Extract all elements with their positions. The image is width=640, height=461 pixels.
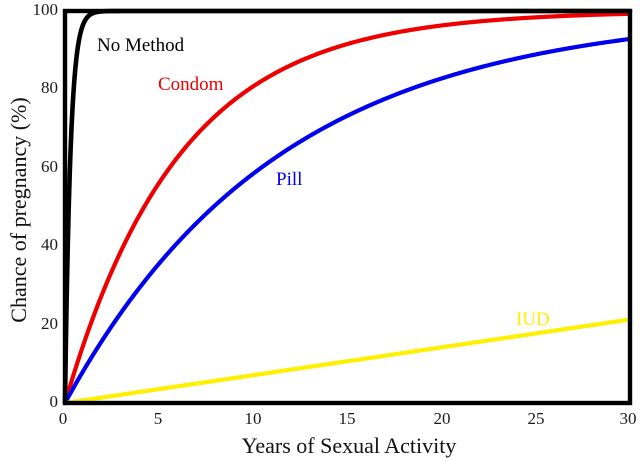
curve-label-no-method: No Method [97,35,185,56]
curve-pill [62,36,633,406]
x-tick-label: 15 [338,409,356,428]
y-tick-label: 40 [41,235,58,254]
y-tick-label: 60 [41,157,58,176]
x-tick-label: 25 [527,409,545,428]
x-tick-label: 30 [619,409,637,428]
x-tick-label: 20 [433,409,451,428]
curve-condom [62,11,633,406]
y-tick-label: 80 [41,78,58,97]
curve-label-iud: IUD [516,309,550,330]
x-axis-title: Years of Sexual Activity [241,433,457,458]
x-tick-label: 10 [244,409,262,428]
y-axis-title: Chance of pregnancy (%) [6,97,31,323]
curve-label-pill: Pill [276,169,303,190]
y-tick-label: 20 [41,314,58,333]
curve-no-method [62,8,633,406]
x-tick-label: 5 [153,409,163,428]
curve-iud [62,317,633,406]
plot-border [62,8,633,406]
y-tick-label: 100 [32,0,59,19]
curve-label-condom: Condom [158,74,224,95]
y-tick-label: 0 [49,392,59,411]
x-tick-label: 0 [58,409,68,428]
